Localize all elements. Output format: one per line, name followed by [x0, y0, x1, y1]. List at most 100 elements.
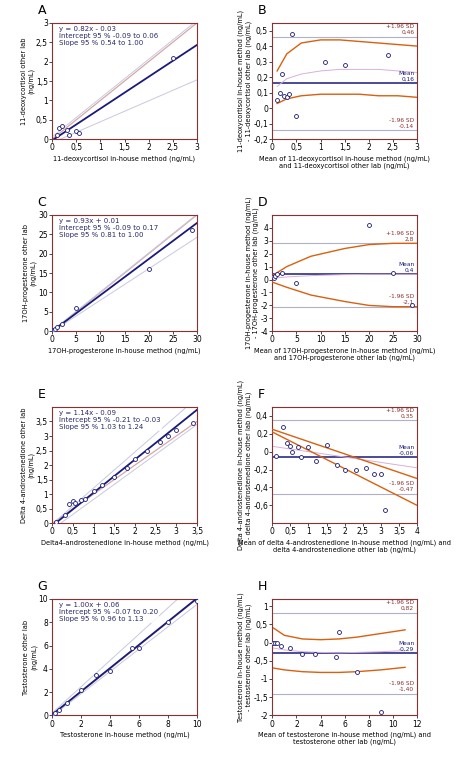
Point	[51, 707, 59, 719]
Text: +1.96 SD
0,82: +1.96 SD 0,82	[386, 600, 414, 611]
Point	[61, 508, 68, 521]
Point	[370, 468, 377, 480]
Point	[288, 446, 296, 458]
Point	[365, 219, 373, 231]
Text: y = 1.00x + 0.06
Intercept 95 % -0.07 to 0.20
Slope 95 % 0.96 to 1.13: y = 1.00x + 0.06 Intercept 95 % -0.07 to…	[59, 603, 158, 622]
Y-axis label: Testosterone other lab
(ng/mL): Testosterone other lab (ng/mL)	[23, 619, 37, 695]
Point	[321, 56, 329, 68]
Point	[144, 444, 151, 457]
Y-axis label: 17OH-progesterone other lab
(ng/mL): 17OH-progesterone other lab (ng/mL)	[23, 224, 37, 322]
Point	[298, 451, 305, 463]
Point	[193, 595, 201, 607]
Point	[164, 430, 172, 442]
Point	[377, 468, 385, 480]
Point	[269, 271, 276, 283]
Y-axis label: Delta 4-androstenedione other lab
(ng/mL): Delta 4-androstenedione other lab (ng/mL…	[21, 407, 35, 523]
Text: Mean
-0,06: Mean -0,06	[398, 444, 414, 456]
Point	[363, 462, 370, 474]
Text: F: F	[258, 388, 265, 401]
Text: A: A	[37, 4, 46, 17]
Point	[53, 129, 61, 142]
Y-axis label: Testosterone in-house method (ng/mL)
- testosterone other lab (ng/mL): Testosterone in-house method (ng/mL) - t…	[238, 592, 252, 722]
Point	[49, 325, 56, 337]
Point	[352, 463, 359, 476]
Point	[75, 127, 82, 139]
Point	[77, 683, 85, 696]
Text: -1.96 SD
-0,47: -1.96 SD -0,47	[389, 482, 414, 492]
Point	[58, 119, 65, 132]
Point	[276, 87, 283, 99]
Point	[270, 272, 278, 285]
Point	[288, 27, 295, 40]
Text: E: E	[37, 388, 46, 401]
Y-axis label: 11-deoxycortisol other lab
(ng/mL): 11-deoxycortisol other lab (ng/mL)	[21, 37, 35, 125]
Point	[90, 486, 97, 498]
Point	[53, 321, 61, 333]
Text: -1.96 SD
-1,40: -1.96 SD -1,40	[389, 681, 414, 692]
Text: D: D	[258, 196, 267, 209]
Point	[77, 494, 85, 506]
Text: y = 1.14x - 0.09
Intercept 95 % -0.21 to -0.03
Slope 95 % 1.03 to 1.24: y = 1.14x - 0.09 Intercept 95 % -0.21 to…	[59, 410, 161, 431]
Point	[131, 454, 139, 466]
Point	[123, 462, 130, 474]
X-axis label: Delta4-androstenedione in-house method (ng/mL): Delta4-androstenedione in-house method (…	[41, 540, 209, 546]
Point	[377, 705, 385, 718]
Point	[381, 504, 388, 516]
X-axis label: 11-deoxycortisol in-house method (ng/mL): 11-deoxycortisol in-house method (ng/mL)	[54, 155, 196, 161]
Y-axis label: 17OH-progesterone in-house method (ng/mL)
- 17OH-progesterone other lab (ng/mL): 17OH-progesterone in-house method (ng/mL…	[245, 197, 259, 349]
Point	[272, 450, 280, 462]
Point	[156, 436, 164, 448]
Text: -1.96 SD
-0,14: -1.96 SD -0,14	[389, 117, 414, 129]
Text: +1.96 SD
2,8: +1.96 SD 2,8	[386, 231, 414, 242]
Point	[285, 88, 293, 100]
Text: Mean
0,16: Mean 0,16	[398, 71, 414, 81]
Point	[145, 263, 153, 275]
Point	[53, 516, 60, 528]
Point	[299, 648, 306, 660]
Point	[409, 299, 416, 311]
Text: Mean
0,4: Mean 0,4	[398, 262, 414, 272]
Point	[292, 110, 300, 122]
Point	[92, 668, 100, 680]
Point	[273, 636, 281, 648]
Point	[281, 90, 288, 102]
Text: y = 0.82x - 0.03
Intercept 95 % -0.09 to 0.06
Slope 95 % 0.54 to 1.00: y = 0.82x - 0.03 Intercept 95 % -0.09 to…	[59, 27, 159, 46]
Point	[311, 648, 319, 660]
Point	[271, 269, 279, 282]
Point	[273, 94, 281, 107]
Point	[389, 267, 397, 279]
Point	[128, 642, 136, 654]
Point	[55, 703, 63, 715]
Y-axis label: 11-deoxycortisol in-house method (ng/mL)
- 11-deoxycortisol other lab (ng/mL): 11-deoxycortisol in-house method (ng/mL)…	[238, 10, 252, 152]
Point	[270, 637, 277, 649]
X-axis label: Mean of 11-deoxycortisol in-house method (ng/mL)
and 11-deoxycortisol other lab : Mean of 11-deoxycortisol in-house method…	[259, 155, 430, 169]
Point	[334, 459, 341, 471]
Point	[173, 424, 180, 436]
Point	[49, 324, 57, 336]
Text: C: C	[37, 196, 46, 209]
Point	[63, 696, 71, 708]
Point	[82, 492, 89, 505]
Point	[278, 267, 286, 279]
Point	[135, 642, 143, 654]
Point	[335, 626, 342, 638]
Point	[305, 441, 312, 454]
Point	[65, 129, 73, 142]
Text: H: H	[258, 580, 267, 593]
Point	[287, 440, 294, 452]
Text: +1.96 SD
0,46: +1.96 SD 0,46	[386, 24, 414, 35]
Text: B: B	[258, 4, 266, 17]
Text: G: G	[37, 580, 47, 593]
X-axis label: Mean of delta 4-androstenedione in-house method (ng/mL) and
delta 4-androstenedi: Mean of delta 4-androstenedione in-house…	[238, 540, 451, 553]
Point	[71, 497, 79, 509]
Point	[279, 421, 287, 433]
Point	[188, 224, 196, 237]
Point	[292, 277, 300, 289]
Text: +1.96 SD
0,35: +1.96 SD 0,35	[386, 408, 414, 419]
Point	[73, 302, 80, 314]
Point	[353, 666, 361, 678]
Point	[69, 495, 77, 508]
X-axis label: 17OH-progesterone in-house method (ng/mL): 17OH-progesterone in-house method (ng/mL…	[48, 347, 201, 354]
Point	[51, 323, 58, 336]
Point	[312, 454, 319, 466]
